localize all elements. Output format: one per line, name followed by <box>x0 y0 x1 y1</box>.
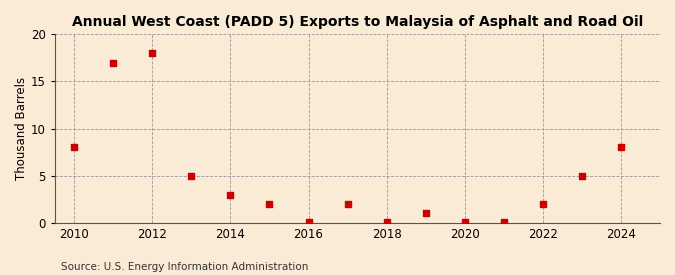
Point <box>147 51 158 55</box>
Point <box>459 220 470 224</box>
Point <box>225 192 236 197</box>
Text: Source: U.S. Energy Information Administration: Source: U.S. Energy Information Administ… <box>61 262 308 272</box>
Point <box>69 145 80 150</box>
Point <box>537 202 548 206</box>
Point <box>342 202 353 206</box>
Point <box>421 211 431 216</box>
Point <box>616 145 626 150</box>
Point <box>303 220 314 224</box>
Point <box>186 174 197 178</box>
Point <box>576 174 587 178</box>
Title: Annual West Coast (PADD 5) Exports to Malaysia of Asphalt and Road Oil: Annual West Coast (PADD 5) Exports to Ma… <box>72 15 643 29</box>
Point <box>108 60 119 65</box>
Point <box>381 220 392 224</box>
Point <box>498 220 509 224</box>
Point <box>264 202 275 206</box>
Y-axis label: Thousand Barrels: Thousand Barrels <box>15 77 28 180</box>
